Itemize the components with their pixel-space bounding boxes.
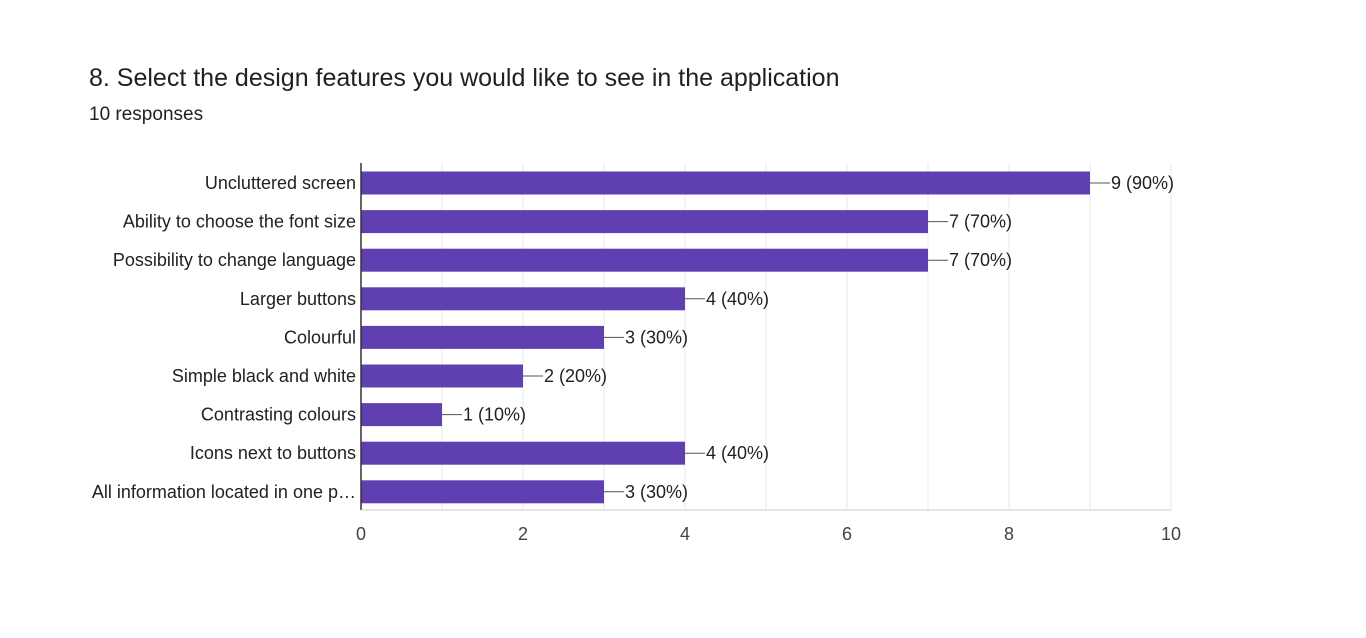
category-label: Contrasting colours bbox=[201, 405, 356, 425]
value-label: 4 (40%) bbox=[706, 443, 769, 463]
category-label: Uncluttered screen bbox=[205, 173, 356, 193]
bar bbox=[361, 287, 685, 311]
value-label: 3 (30%) bbox=[625, 482, 688, 502]
x-tick-label: 0 bbox=[356, 524, 366, 544]
bar bbox=[361, 171, 1090, 195]
bar bbox=[361, 403, 442, 427]
category-label: Colourful bbox=[284, 327, 356, 347]
category-label: Possibility to change language bbox=[113, 250, 356, 270]
bar bbox=[361, 248, 928, 272]
axes bbox=[360, 163, 1171, 511]
labels: 9 (90%) Uncluttered screen 7 (70%) Ability … bbox=[92, 173, 1181, 544]
x-tick-label: 2 bbox=[518, 524, 528, 544]
value-label: 7 (70%) bbox=[949, 250, 1012, 270]
value-label: 3 (30%) bbox=[625, 327, 688, 347]
category-label: Ability to choose the font size bbox=[123, 212, 356, 232]
bar bbox=[361, 210, 928, 234]
value-label: 9 (90%) bbox=[1111, 173, 1174, 193]
bars bbox=[361, 171, 1110, 504]
category-label: Icons next to buttons bbox=[190, 443, 356, 463]
category-label: Larger buttons bbox=[240, 289, 356, 309]
category-label: Simple black and white bbox=[172, 366, 356, 386]
value-label: 7 (70%) bbox=[949, 212, 1012, 232]
response-count: 10 responses bbox=[89, 104, 204, 125]
value-label: 4 (40%) bbox=[706, 289, 769, 309]
x-tick-label: 6 bbox=[842, 524, 852, 544]
x-tick-label: 4 bbox=[680, 524, 690, 544]
value-label: 2 (20%) bbox=[544, 366, 607, 386]
category-label: All information located in one p… bbox=[92, 482, 356, 502]
bar bbox=[361, 325, 604, 349]
bar bbox=[361, 441, 685, 465]
x-tick-label: 8 bbox=[1004, 524, 1014, 544]
x-tick-label: 10 bbox=[1161, 524, 1181, 544]
bar bbox=[361, 364, 523, 388]
bar bbox=[361, 480, 604, 504]
question-title: 8. Select the design features you would … bbox=[89, 64, 840, 92]
value-label: 1 (10%) bbox=[463, 405, 526, 425]
